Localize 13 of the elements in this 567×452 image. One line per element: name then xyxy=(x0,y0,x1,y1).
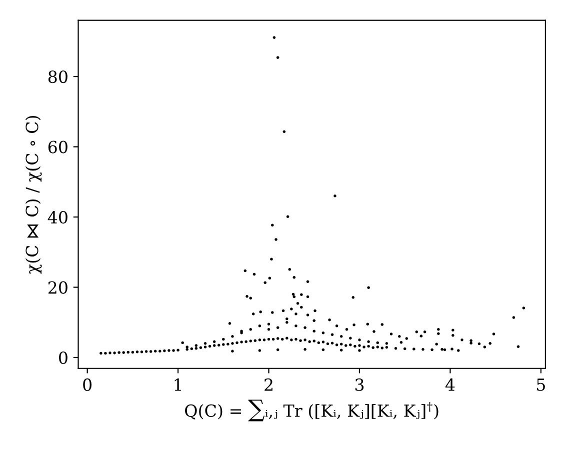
y-tick-label: 60 xyxy=(48,140,68,154)
y-tick-label: 20 xyxy=(48,281,68,294)
y-tick-label: 40 xyxy=(48,210,68,224)
x-tick-label: 1 xyxy=(174,378,181,391)
y-tick-label: 80 xyxy=(48,70,68,84)
x-tick-label: 5 xyxy=(537,378,545,392)
y-axis-title: χ(C ⋈ C) / χ(C ∘ C) xyxy=(25,116,42,274)
y-tick-label: 0 xyxy=(59,351,68,364)
x-tick-label: 2 xyxy=(264,378,272,391)
x-axis-title: Q(C) = ∑ᵢ,ⱼ Tr ([Kᵢ, Kⱼ][Kᵢ, Kⱼ]$^{†}$) xyxy=(185,400,438,422)
x-tick-label: 3 xyxy=(355,378,364,392)
x-tick-label: 4 xyxy=(445,378,455,391)
x-tick-label: 0 xyxy=(83,378,92,392)
